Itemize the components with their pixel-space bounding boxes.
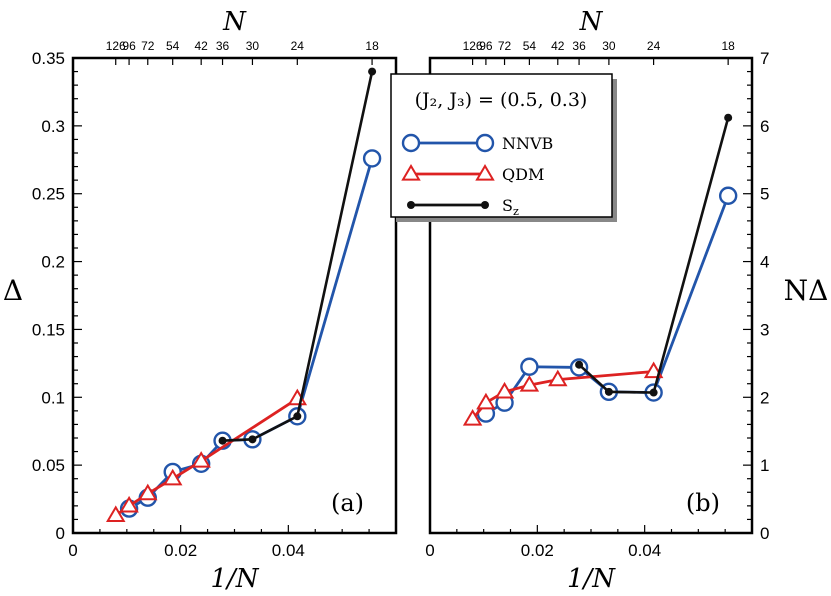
series-s-z: [218, 67, 377, 445]
data-point: [368, 67, 377, 76]
data-point: [218, 436, 227, 445]
y-tick-label: 3: [760, 320, 769, 339]
data-point: [575, 360, 584, 369]
legend-title: (J₂, J₃) = (0.5, 0.3): [415, 89, 588, 111]
y-tick-label: 0: [56, 524, 65, 543]
data-point: [191, 451, 211, 468]
data-point: [362, 149, 382, 168]
top-tick-label: 72: [498, 39, 512, 53]
top-tick-label: 42: [551, 39, 565, 53]
data-point: [162, 468, 183, 486]
data-point: [462, 409, 483, 426]
legend-marker: [401, 164, 421, 181]
top-tick-label: 42: [194, 39, 208, 53]
y-tick-label: 0.15: [32, 320, 65, 339]
data-point: [119, 495, 139, 513]
x-tick-label: 0.04: [628, 541, 661, 560]
series-line: [485, 195, 730, 415]
top-tick-label: 30: [602, 39, 616, 53]
top-tick-label: 96: [122, 39, 136, 53]
data-point: [248, 435, 257, 444]
data-point: [138, 483, 158, 501]
data-point: [105, 505, 126, 522]
data-point: [548, 369, 568, 387]
series-nnvb: [119, 149, 382, 518]
y-tick-label: 0.35: [32, 49, 65, 68]
series-nnvb: [476, 186, 738, 423]
y-tick-label: 0.2: [41, 253, 65, 272]
y-tick-label: 1: [760, 456, 769, 475]
data-point: [519, 375, 540, 392]
x-tick-label: 0: [68, 541, 77, 560]
legend-marker: [475, 164, 495, 181]
y-axis-label: NΔ: [784, 274, 829, 307]
y-tick-label: 0.1: [41, 388, 65, 407]
data-point: [724, 113, 733, 122]
series-qdm: [105, 388, 308, 522]
x-tick-label: 0.02: [164, 541, 197, 560]
x-tick-label: 0.04: [272, 541, 305, 560]
top-tick-label: 126: [106, 39, 126, 53]
data-point: [520, 357, 539, 376]
x-tick-label: 0: [425, 541, 434, 560]
y-tick-label: 7: [760, 49, 769, 68]
legend-marker: [475, 133, 495, 153]
legend-label: QDM: [502, 165, 544, 184]
panel-a: 0 0.02 0.04 0 0.05 0.1 0.15 0.2 0.25 0.3 0.35 12696…: [3, 7, 398, 594]
panel-label: (b): [686, 489, 720, 517]
panel-label: (a): [331, 489, 364, 517]
y-tick-label: 2: [760, 388, 769, 407]
y-tick-label: 5: [760, 185, 769, 204]
y-tick-label: 0.3: [41, 117, 65, 136]
legend-marker: [481, 201, 489, 209]
data-point: [718, 186, 738, 205]
series-line: [128, 158, 374, 510]
legend-box: [390, 73, 613, 218]
plot-frame: [71, 56, 398, 535]
data-point: [494, 381, 515, 399]
top-tick-label: 36: [572, 39, 586, 53]
top-tick-label: 30: [246, 39, 260, 53]
legend-entry: QDM: [401, 164, 544, 184]
y-tick-label: 4: [760, 253, 769, 272]
series-line: [222, 71, 374, 443]
top-tick-label: 18: [365, 39, 379, 53]
legend-label: NNVB: [502, 134, 553, 153]
data-point: [476, 392, 496, 410]
panels: 0 0.02 0.0400.050.10.150.20.250.30.3512696…: [3, 7, 828, 594]
top-tick-label: 36: [216, 39, 230, 53]
x-axis-label: 1/N: [210, 564, 259, 594]
top-tick-label: 54: [523, 39, 537, 53]
series-s-z: [575, 113, 733, 397]
y-tick-label: 6: [760, 117, 769, 136]
top-tick-label: 72: [141, 39, 155, 53]
top-tick-label: 54: [166, 39, 180, 53]
legend-marker: [401, 133, 421, 153]
series-line: [578, 117, 730, 394]
top-tick-label: 24: [291, 39, 305, 53]
top-axis-label: N: [579, 7, 604, 37]
x-tick-label: 0.02: [521, 541, 554, 560]
top-tick-label: 126: [463, 39, 483, 53]
top-tick-label: 24: [647, 39, 661, 53]
y-tick-label: 0: [760, 524, 769, 543]
y-tick-label: 0.25: [32, 185, 65, 204]
data-point: [293, 412, 302, 421]
data-point: [649, 388, 658, 397]
top-tick-label: 18: [721, 39, 735, 53]
y-tick-label: 0.05: [32, 456, 65, 475]
legend-marker: [407, 201, 415, 209]
top-axis-label: N: [222, 7, 247, 37]
y-axis-label: Δ: [3, 274, 23, 307]
x-axis-label: 1/N: [567, 564, 616, 594]
data-point: [604, 387, 613, 396]
legend-entry: NNVB: [401, 133, 553, 153]
top-tick-label: 96: [479, 39, 493, 53]
